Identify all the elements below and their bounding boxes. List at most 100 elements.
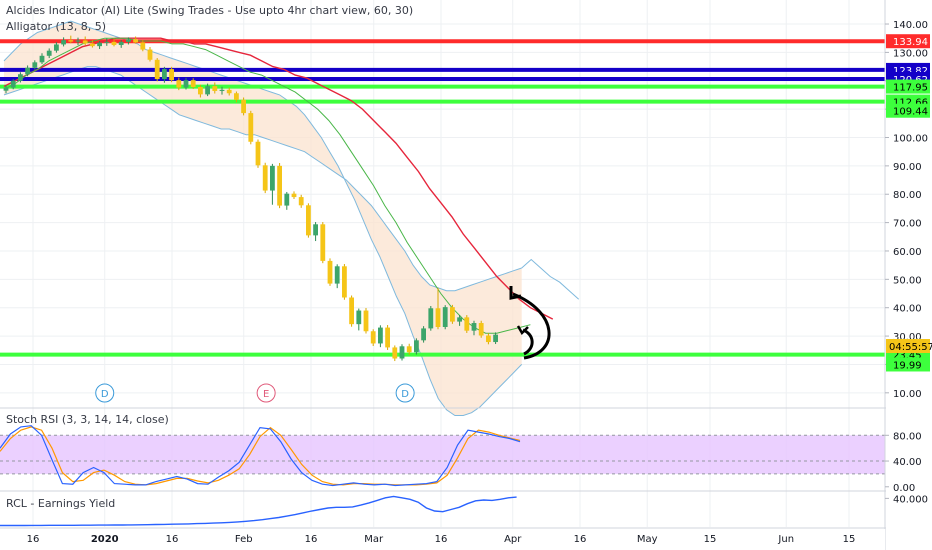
candle-body xyxy=(97,42,102,47)
bollinger-lower-line xyxy=(3,66,522,292)
candle-body xyxy=(82,40,88,44)
price-axis-tick-label: 140.00 xyxy=(893,20,928,31)
candle-body xyxy=(320,224,326,261)
event-marker-label: E xyxy=(263,389,269,400)
candle-body xyxy=(118,41,124,46)
time-axis-label: Apr xyxy=(504,534,522,545)
level-price-tag xyxy=(886,34,930,49)
candle-body xyxy=(262,165,268,191)
time-axis-label: Mar xyxy=(364,534,384,545)
candle-body xyxy=(162,69,167,80)
level-price-label: 23.45 xyxy=(893,351,922,362)
candle-body xyxy=(54,44,59,51)
stoch-axis-tick-label: 0.00 xyxy=(893,483,915,494)
candle-body xyxy=(3,87,9,91)
price-axis-tick-label: 90.00 xyxy=(893,162,922,173)
candle-body xyxy=(147,49,153,60)
candle-body xyxy=(190,80,196,87)
candle-body xyxy=(370,331,376,344)
time-axis[interactable]: 16 2020 16 Feb 16 Mar 16 Apr 16 May 15 Jun 15 xyxy=(0,529,885,550)
candle-body xyxy=(435,308,441,327)
stoch-rsi-pane xyxy=(0,425,885,487)
time-axis-label: Feb xyxy=(235,534,253,545)
candle-body xyxy=(61,40,66,45)
candle-body xyxy=(169,69,174,81)
indicator-legend[interactable]: Alcides Indicator (AI) Lite (Swing Trade… xyxy=(6,4,414,17)
candle-body xyxy=(385,327,390,348)
candle-body xyxy=(176,80,182,88)
candle-body xyxy=(46,50,52,56)
bollinger-upper-line xyxy=(3,20,523,416)
level-price-tag xyxy=(886,357,930,372)
candle-body xyxy=(493,334,498,343)
bollinger-outer-line xyxy=(521,258,580,300)
curved-arrow-head xyxy=(509,286,522,300)
candle-body xyxy=(198,87,203,95)
price-axis-tick-label: 80.00 xyxy=(893,190,922,201)
stoch-axis-tick-label: 40.00 xyxy=(893,457,922,468)
curved-arrow xyxy=(512,292,551,360)
level-price-tag xyxy=(886,79,930,94)
stoch-rsi-legend[interactable]: Stoch RSI (3, 3, 14, 14, close) xyxy=(6,413,169,426)
alligator-legend[interactable]: Alligator (13, 8, 5) xyxy=(6,20,107,33)
candle-body xyxy=(342,266,347,298)
countdown-label: 04:55:57 xyxy=(889,342,932,353)
time-axis-label: 16 xyxy=(166,534,179,545)
candle-body xyxy=(406,346,412,353)
candle-body xyxy=(284,193,290,206)
price-axis-tick-label: 30.00 xyxy=(893,332,922,343)
level-price-label: 112.66 xyxy=(893,98,928,109)
time-axis-label: 15 xyxy=(843,534,856,545)
candle-body xyxy=(356,310,362,325)
candle-body xyxy=(378,327,383,344)
time-axis-label: 16 xyxy=(305,534,318,545)
countdown-tag xyxy=(886,339,930,354)
candle-body xyxy=(464,317,470,331)
candle-body xyxy=(306,205,311,236)
candle-body xyxy=(226,89,232,94)
candle-body xyxy=(219,89,225,91)
candle-body xyxy=(133,39,138,43)
level-price-label: 123.82 xyxy=(893,66,928,77)
event-marker-d[interactable] xyxy=(395,383,415,403)
alligator-lips-line xyxy=(3,37,531,334)
level-price-tag xyxy=(886,103,930,118)
stoch-axis-tick-label: 80.00 xyxy=(893,431,922,442)
price-axis[interactable]: 140.00130.00120.00110.00100.0090.0080.00… xyxy=(885,0,932,550)
annotation-arrows xyxy=(509,286,551,360)
candle-body xyxy=(32,62,38,68)
candle-body xyxy=(241,99,246,114)
candle-body xyxy=(111,41,117,46)
candle-body xyxy=(140,42,146,50)
price-axis-tick-label: 70.00 xyxy=(893,219,922,230)
candle-body xyxy=(486,335,491,343)
level-price-label: 19.99 xyxy=(893,360,922,371)
event-marker-d[interactable] xyxy=(95,383,115,403)
candle-body xyxy=(363,310,369,332)
time-axis-label: May xyxy=(637,534,658,545)
candle-body xyxy=(234,93,239,100)
alligator-jaw-line xyxy=(3,37,554,320)
candle-body xyxy=(349,297,354,325)
candle-body xyxy=(428,308,434,329)
candle-body xyxy=(421,328,426,341)
level-price-label: 117.95 xyxy=(893,83,928,94)
event-marker-e[interactable] xyxy=(256,383,276,403)
price-axis-tick-label: 50.00 xyxy=(893,275,922,286)
candle-body xyxy=(248,113,254,142)
candle-body xyxy=(471,323,477,331)
earnings-yield-legend[interactable]: RCL - Earnings Yield xyxy=(6,497,116,510)
level-price-label: 109.44 xyxy=(893,107,928,118)
time-axis-label: 16 xyxy=(435,534,448,545)
level-price-label: 133.94 xyxy=(893,37,928,48)
candle-body xyxy=(212,86,218,91)
stoch-d-line xyxy=(0,426,521,486)
candle-body xyxy=(414,340,419,353)
candle-body xyxy=(255,141,261,166)
candle-body xyxy=(442,307,448,327)
candle-body xyxy=(334,266,340,284)
candlestick-series xyxy=(3,35,498,362)
price-axis-tick-label: 100.00 xyxy=(893,133,928,144)
